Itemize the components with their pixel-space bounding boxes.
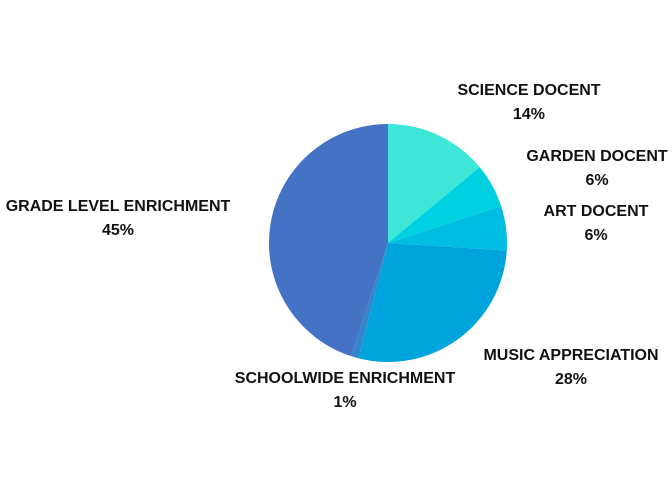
slice-label: GRADE LEVEL ENRICHMENT [6, 198, 231, 215]
slice-value-label: 45% [102, 222, 134, 239]
pie-slice [358, 243, 507, 362]
slice-label: SCIENCE DOCENT [457, 82, 600, 99]
slice-label: GARDEN DOCENT [526, 148, 668, 165]
slice-value-label: 6% [585, 172, 608, 189]
pie-slice [388, 206, 507, 251]
pie-slice [351, 243, 388, 359]
slice-label: ART DOCENT [544, 203, 649, 220]
pie-slice [388, 124, 480, 243]
pie-slice [269, 124, 388, 357]
slice-value-label: 6% [584, 227, 607, 244]
slice-label: MUSIC APPRECIATION [483, 347, 658, 364]
pie-slice [388, 167, 502, 243]
slice-value-label: 1% [333, 394, 356, 411]
slice-value-label: 14% [513, 106, 545, 123]
slice-value-label: 28% [555, 371, 587, 388]
slice-label: SCHOOLWIDE ENRICHMENT [235, 370, 456, 387]
